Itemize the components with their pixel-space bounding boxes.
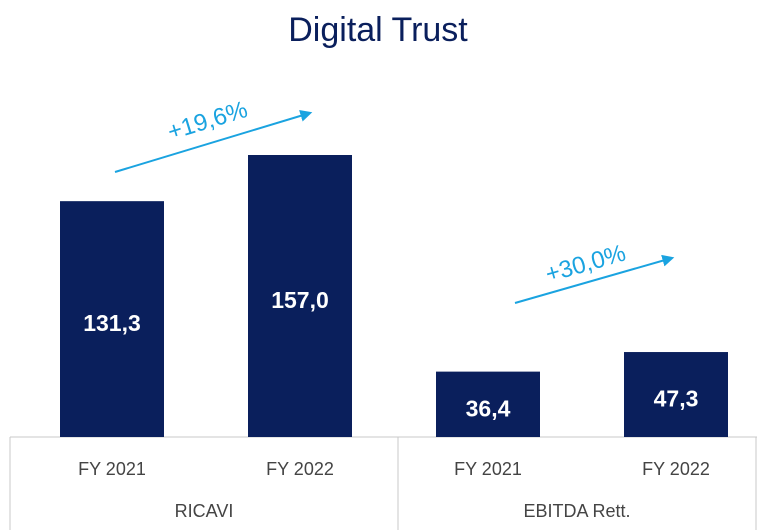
bar — [624, 352, 728, 437]
x-tick-label: FY 2022 — [266, 459, 334, 479]
value-label: 47,3 — [654, 386, 699, 412]
growth-arrow — [514, 254, 675, 304]
x-tick-label: FY 2021 — [454, 459, 522, 479]
group-label: RICAVI — [175, 501, 234, 521]
bar — [436, 371, 540, 437]
growth-annotation: +30,0% — [543, 240, 629, 289]
x-tick-label: FY 2021 — [78, 459, 146, 479]
value-label: 131,3 — [83, 310, 141, 336]
value-label: 36,4 — [466, 395, 511, 421]
value-label: 157,0 — [271, 287, 329, 313]
growth-annotation: +19,6% — [164, 96, 250, 146]
x-tick-label: FY 2022 — [642, 459, 710, 479]
chart-title: Digital Trust — [288, 11, 468, 49]
bar — [248, 155, 352, 437]
growth-arrow — [114, 110, 313, 173]
group-label: EBITDA Rett. — [523, 501, 630, 521]
bar — [60, 201, 164, 437]
